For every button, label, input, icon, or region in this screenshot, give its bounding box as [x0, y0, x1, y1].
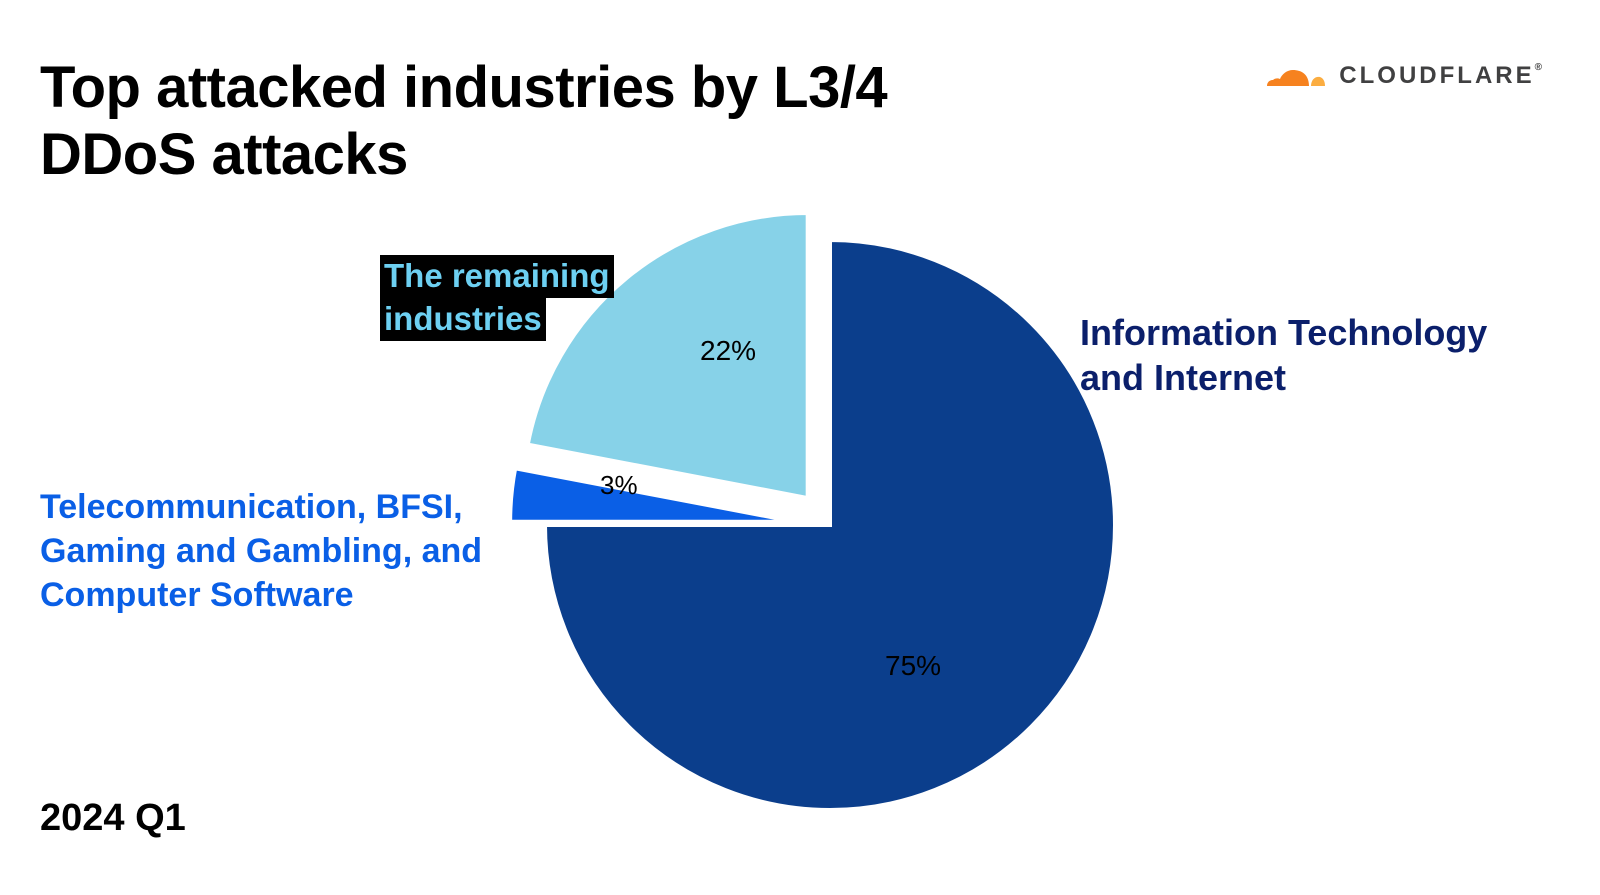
pct-label-info-tech: 75% — [885, 650, 941, 682]
slice-label-telecom: Telecommunication, BFSI, Gaming and Gamb… — [40, 485, 570, 618]
slice-label-remaining: The remaining industries — [380, 255, 614, 341]
pie-chart — [0, 0, 1600, 895]
pct-label-remaining: 22% — [700, 335, 756, 367]
slice-label-info-tech: Information Technology and Internet — [1080, 310, 1500, 400]
slice-label-remaining-line1: The remaining — [380, 255, 614, 298]
date-label: 2024 Q1 — [40, 797, 186, 840]
pct-label-telecom: 3% — [600, 470, 638, 501]
slice-label-remaining-line2: industries — [380, 298, 546, 341]
